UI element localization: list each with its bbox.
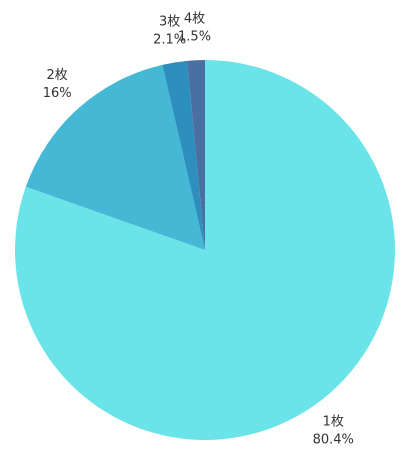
pie-slice [187, 60, 205, 250]
slice-label: 3枚 [159, 14, 180, 29]
slice-value-label: 1.5% [178, 30, 211, 45]
slice-label: 1枚 [323, 415, 344, 430]
slice-label: 4枚 [184, 12, 205, 27]
slice-value-label: 16% [43, 86, 72, 101]
pie-slice [25, 64, 205, 250]
slice-value-label: 2.1% [153, 32, 186, 47]
pie-slice [162, 60, 205, 250]
slice-value-label: 80.4% [313, 433, 354, 448]
slice-label: 2枚 [47, 68, 68, 83]
pie-slice [15, 60, 396, 440]
